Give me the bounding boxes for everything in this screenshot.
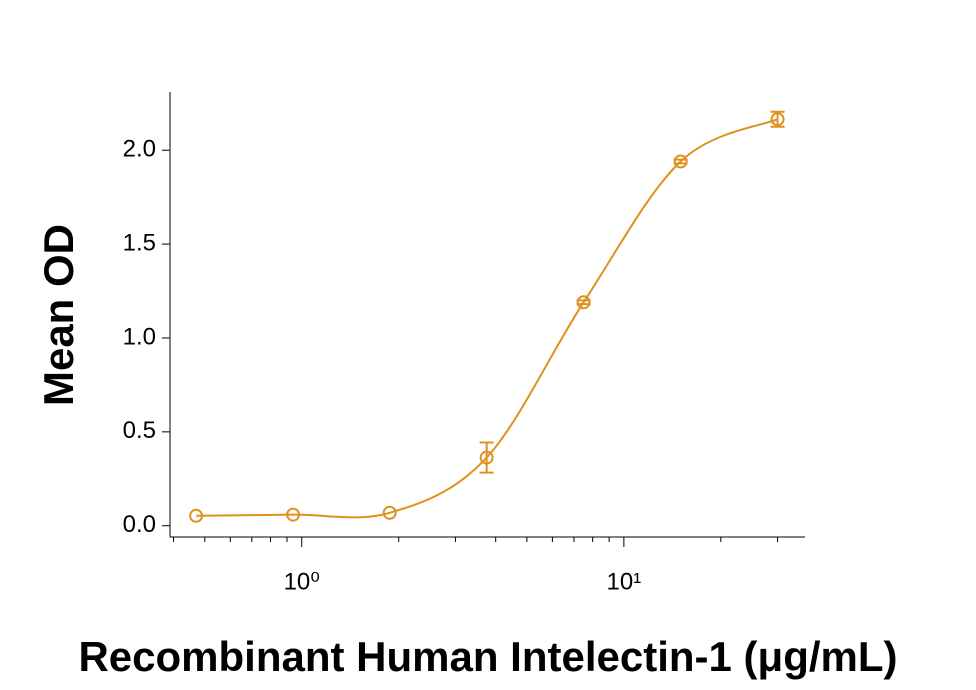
y-tick-label: 1.0 bbox=[123, 323, 156, 350]
y-axis-title: Mean OD bbox=[35, 224, 82, 406]
data-point bbox=[673, 154, 688, 169]
data-point bbox=[479, 450, 494, 465]
y-tick-label: 2.0 bbox=[123, 136, 156, 163]
data-point bbox=[286, 507, 301, 522]
data-point bbox=[770, 112, 785, 127]
data-point bbox=[382, 505, 397, 520]
error-bar bbox=[479, 441, 494, 474]
y-tick-label: 0.5 bbox=[123, 417, 156, 444]
data-point bbox=[189, 508, 204, 523]
x-axis-title: Recombinant Human Intelectin-1 (μg/mL) bbox=[78, 633, 897, 680]
data-point bbox=[576, 295, 591, 310]
x-tick-label: 10⁰ bbox=[284, 568, 320, 595]
y-tick-label: 0.0 bbox=[123, 511, 156, 538]
x-tick-label: 10¹ bbox=[607, 568, 642, 595]
y-tick-label: 1.5 bbox=[123, 229, 156, 256]
